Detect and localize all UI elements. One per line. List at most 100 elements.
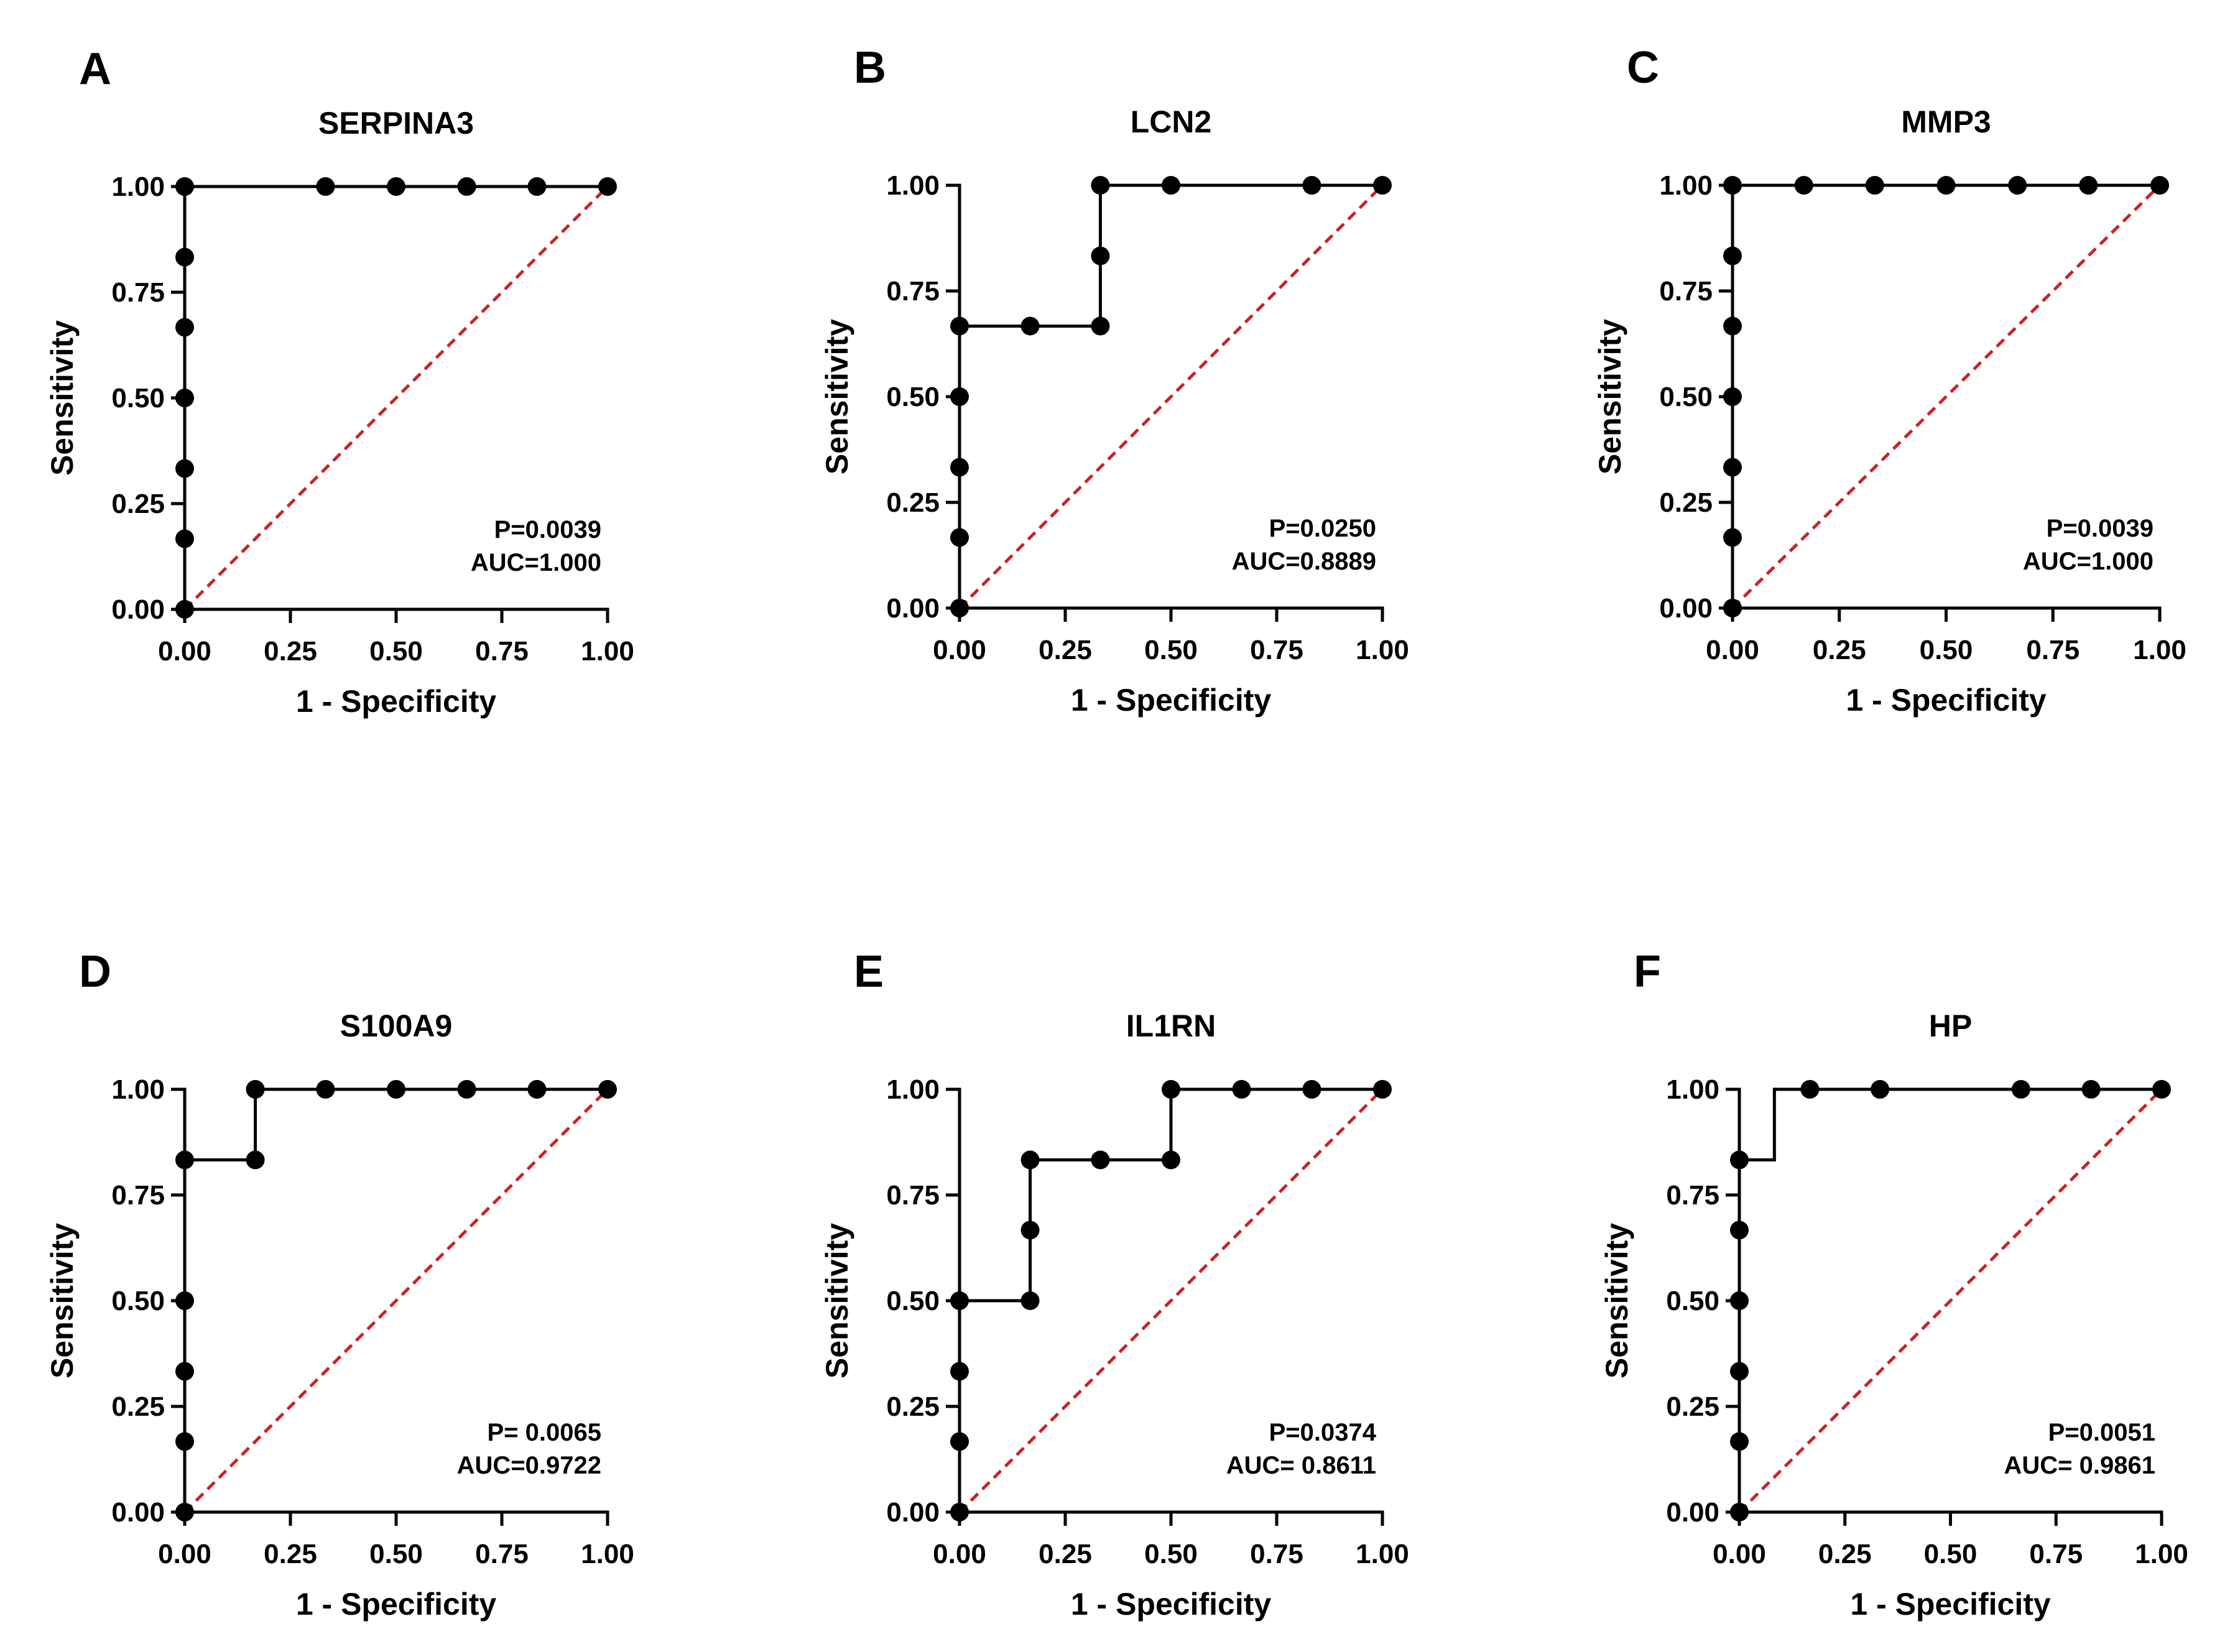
- x-axis-label: 1 - Specificity: [1850, 1587, 2051, 1622]
- x-tick-label: 0.25: [264, 636, 317, 667]
- x-tick-label: 0.50: [1144, 1539, 1198, 1569]
- panel-letter: D: [79, 947, 111, 997]
- y-tick-label: 1.00: [111, 172, 165, 202]
- panel-letter: F: [1634, 947, 1661, 997]
- reference-diagonal-line: [1731, 184, 2161, 609]
- roc-point: [1020, 316, 1040, 336]
- roc-point: [1020, 1291, 1040, 1310]
- p-value-label: P=0.0039: [2047, 515, 2154, 542]
- x-axis-label: 1 - Specificity: [296, 684, 497, 719]
- roc-chart-b: B LCN2 0.00 0.25 0.50 0.75 1.00 0.00 0.25 0.50 0.7…: [820, 43, 1409, 718]
- roc-curve-line: [183, 185, 608, 609]
- roc-point: [527, 1080, 547, 1099]
- roc-point: [2011, 1080, 2030, 1099]
- roc-point: [1730, 1291, 1749, 1310]
- roc-point: [1723, 458, 1742, 477]
- x-tick-label: 0.25: [264, 1539, 317, 1569]
- panel-letter: E: [854, 947, 884, 997]
- roc-point: [175, 1432, 194, 1451]
- reference-diagonal-line: [958, 184, 1384, 609]
- panel-letter: C: [1627, 43, 1659, 93]
- auc-label: AUC= 0.9861: [2004, 1452, 2155, 1479]
- panel-letter: B: [854, 43, 886, 93]
- roc-point: [1020, 1221, 1040, 1240]
- y-tick-label: 0.00: [886, 593, 940, 624]
- roc-point: [950, 1362, 969, 1381]
- roc-point: [1723, 316, 1742, 336]
- p-value-label: P= 0.0065: [488, 1419, 602, 1446]
- roc-point: [175, 177, 194, 196]
- roc-point: [2150, 176, 2169, 195]
- roc-point: [2081, 1080, 2101, 1099]
- x-tick-label: 0.50: [1924, 1539, 1978, 1569]
- x-tick-label: 0.75: [2026, 635, 2080, 665]
- y-tick-label: 0.75: [1659, 276, 1713, 307]
- p-value-label: P=0.0039: [494, 516, 601, 543]
- auc-label: AUC=1.000: [2023, 548, 2154, 575]
- roc-point: [457, 1080, 476, 1099]
- chart-title: HP: [1929, 1008, 1972, 1043]
- roc-point: [1091, 176, 1110, 195]
- chart-title: IL1RN: [1126, 1008, 1216, 1043]
- roc-point: [598, 1080, 617, 1099]
- roc-point: [457, 177, 476, 196]
- roc-point: [1162, 1150, 1180, 1170]
- roc-point: [2152, 1080, 2171, 1099]
- auc-label: AUC= 0.8611: [1226, 1452, 1376, 1479]
- roc-point: [1302, 176, 1321, 195]
- chart-title: SERPINA3: [318, 106, 474, 141]
- roc-point: [175, 1503, 194, 1521]
- roc-point: [950, 1432, 969, 1451]
- x-tick-label: 0.25: [1818, 1539, 1872, 1569]
- x-tick-label: 1.00: [1356, 635, 1409, 665]
- roc-point: [1091, 316, 1110, 336]
- y-axis-label: Sensitivity: [45, 1223, 80, 1378]
- roc-point: [950, 316, 969, 336]
- y-tick-label: 0.25: [886, 487, 940, 518]
- roc-point: [1302, 1080, 1321, 1099]
- x-tick-label: 0.00: [933, 635, 986, 665]
- y-tick-label: 0.25: [1666, 1391, 1719, 1422]
- y-tick-label: 1.00: [886, 1074, 940, 1105]
- roc-point: [950, 1291, 969, 1310]
- roc-point: [1730, 1362, 1749, 1381]
- y-tick-label: 0.50: [1659, 382, 1713, 412]
- roc-chart-f: F HP 0.00 0.25 0.50 0.75 1.00 0.00 0.25 0.50 0.75 1…: [1599, 947, 2188, 1622]
- x-tick-label: 1.00: [2135, 1539, 2188, 1569]
- p-value-label: P=0.0374: [1269, 1419, 1377, 1446]
- y-axis-label: Sensitivity: [1599, 1223, 1634, 1378]
- x-tick-label: 0.75: [475, 636, 529, 667]
- roc-point: [316, 1080, 335, 1099]
- roc-point: [1794, 176, 1813, 195]
- x-tick-label: 1.00: [581, 636, 634, 667]
- reference-diagonal-line: [183, 185, 609, 611]
- x-axis-label: 1 - Specificity: [296, 1587, 497, 1622]
- roc-point: [1091, 1150, 1110, 1170]
- roc-point: [950, 458, 969, 477]
- y-tick-label: 1.00: [1659, 170, 1713, 201]
- roc-point: [1730, 1221, 1749, 1240]
- x-tick-label: 1.00: [2133, 635, 2186, 665]
- roc-point: [1871, 1080, 1890, 1099]
- y-tick-label: 0.25: [1659, 487, 1713, 518]
- y-tick-label: 0.00: [886, 1497, 940, 1528]
- roc-point: [2079, 176, 2098, 195]
- reference-diagonal-line: [183, 1088, 609, 1513]
- auc-label: AUC=1.000: [471, 549, 601, 576]
- roc-point: [246, 1150, 265, 1170]
- y-tick-label: 0.00: [111, 1497, 165, 1528]
- roc-point: [175, 459, 194, 478]
- y-tick-label: 1.00: [886, 170, 940, 201]
- roc-point: [1232, 1080, 1251, 1099]
- roc-chart-c: C MMP3 0.00 0.25 0.50 0.75 1.00 0.00 0.25 0.50 0.7…: [1593, 43, 2186, 718]
- y-tick-label: 0.25: [111, 1391, 165, 1422]
- x-tick-label: 0.75: [1250, 1539, 1303, 1569]
- reference-diagonal-line: [1738, 1088, 2163, 1513]
- x-tick-label: 0.00: [933, 1539, 986, 1569]
- y-tick-label: 1.00: [1666, 1074, 1719, 1105]
- y-tick-label: 0.50: [886, 1286, 940, 1316]
- y-tick-label: 0.25: [886, 1391, 940, 1422]
- y-tick-label: 0.75: [886, 1180, 940, 1211]
- roc-point: [1162, 176, 1180, 195]
- x-tick-label: 0.50: [1920, 635, 1973, 665]
